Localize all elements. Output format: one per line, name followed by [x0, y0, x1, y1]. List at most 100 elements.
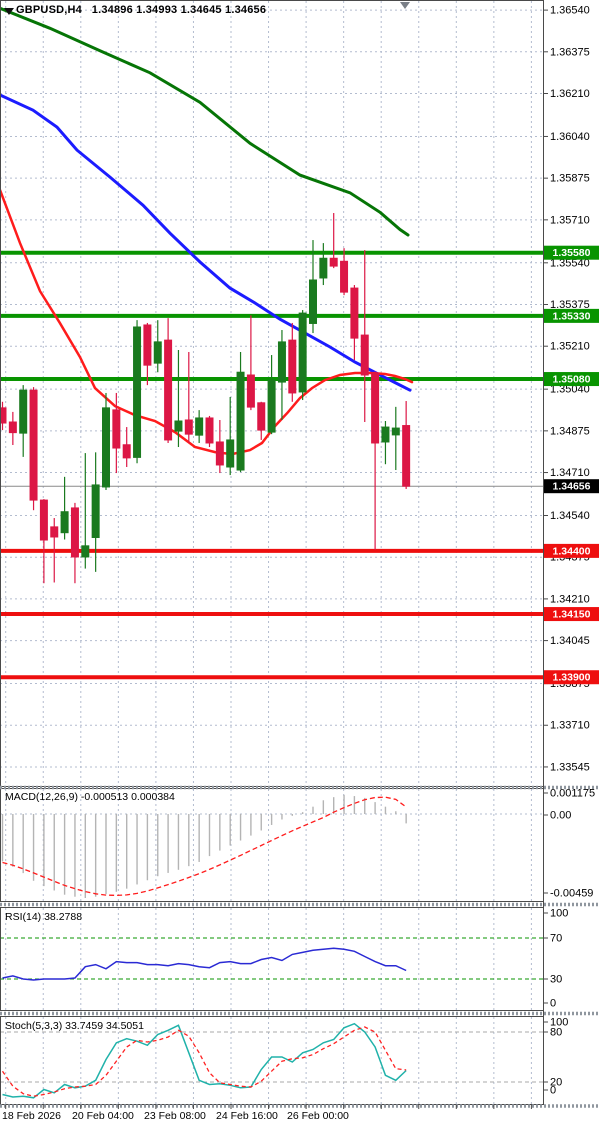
price-axis-label: 1.35710: [550, 214, 590, 226]
indicator-axis-label: -0.00459: [550, 888, 593, 900]
price-axis-label: 1.36540: [550, 5, 590, 17]
candle-body[interactable]: [184, 419, 193, 435]
indicator-axis-label: 100: [550, 908, 568, 920]
candle-body[interactable]: [143, 324, 152, 366]
candle-body[interactable]: [19, 389, 28, 434]
price-badge-label: 1.35580: [553, 247, 591, 259]
macd-signal-line[interactable]: [2, 796, 407, 897]
indicator-axis-label: 30: [550, 974, 562, 986]
candle-body[interactable]: [70, 507, 79, 558]
price-badge: [544, 308, 599, 323]
candle-body[interactable]: [50, 526, 59, 538]
candle-body[interactable]: [236, 371, 245, 471]
rsi-line[interactable]: [2, 947, 407, 981]
candle-body[interactable]: [112, 409, 121, 449]
candle-body[interactable]: [340, 260, 349, 293]
price-badge: [544, 670, 599, 685]
candle-body[interactable]: [309, 279, 317, 324]
price-axis-label: 1.35040: [550, 384, 590, 396]
candle-body[interactable]: [39, 499, 48, 541]
price-axis-label: 1.36375: [550, 46, 590, 58]
candle-body[interactable]: [29, 389, 38, 501]
candle-body[interactable]: [288, 339, 297, 394]
indicator-axis-label: 80: [550, 1027, 562, 1039]
candle-body[interactable]: [319, 257, 328, 279]
candle-body[interactable]: [215, 441, 224, 466]
candle-body[interactable]: [153, 341, 162, 364]
price-badge-label: 1.35330: [553, 310, 591, 322]
indicator-axis-label: 100: [550, 1017, 568, 1029]
price-badge-label: 1.34150: [553, 609, 591, 621]
price-badge: [544, 543, 599, 558]
time-axis-label: 24 Feb 16:00: [216, 1110, 278, 1122]
price-badge: [544, 372, 599, 387]
price-badge: [544, 479, 599, 494]
macd-indicator-label: MACD(12,26,9) -0.000513 0.000384: [5, 791, 175, 803]
price-axis-label: 1.36210: [550, 88, 590, 100]
price-axis-label: 1.33545: [550, 761, 590, 773]
candle-body[interactable]: [350, 287, 359, 339]
candle-body[interactable]: [122, 444, 131, 459]
price-badge-label: 1.33900: [553, 672, 591, 684]
candle-body[interactable]: [277, 341, 286, 383]
candle-body[interactable]: [195, 417, 204, 436]
candle-body[interactable]: [257, 402, 266, 431]
candle-body[interactable]: [381, 426, 390, 443]
price-axis-label: 1.36040: [550, 131, 590, 143]
indicator-axis-label: 70: [550, 933, 562, 945]
candle-body[interactable]: [133, 326, 142, 458]
indicator-axis-label: 0.001175: [550, 788, 595, 800]
last-bar-marker-icon: [400, 2, 410, 9]
price-axis-label: 1.34210: [550, 593, 590, 605]
rsi-indicator-label: RSI(14) 38.2788: [5, 911, 83, 923]
candle-body[interactable]: [164, 339, 173, 441]
chart-dropdown-triangle-icon[interactable]: [4, 8, 14, 15]
candle-body[interactable]: [298, 312, 307, 393]
symbol-ohlc-title: GBPUSD,H4 1.34896 1.34993 1.34645 1.3465…: [16, 4, 267, 16]
candle-body[interactable]: [91, 484, 100, 538]
price-axis-label: 1.34540: [550, 510, 590, 522]
indicator-axis-label: 20: [550, 1077, 562, 1089]
indicator-axis-label: 0: [550, 998, 556, 1010]
candle-body[interactable]: [246, 374, 255, 408]
candle-body[interactable]: [205, 417, 214, 444]
candle-body[interactable]: [371, 372, 380, 444]
candle-body[interactable]: [8, 421, 17, 434]
candle-body[interactable]: [360, 334, 369, 376]
stoch-k-line[interactable]: [2, 1022, 407, 1099]
candle-body[interactable]: [391, 427, 400, 436]
price-badge-label: 1.34400: [553, 545, 591, 557]
panel-border: [0, 788, 544, 902]
price-badge-label: 1.35080: [553, 374, 591, 386]
price-axis-label: 1.35375: [550, 299, 590, 311]
candle-body[interactable]: [267, 379, 276, 433]
price-axis-label: 1.34875: [550, 425, 590, 437]
ma-slow-line[interactable]: [0, 6, 410, 237]
candle-body[interactable]: [81, 545, 90, 558]
price-badge: [544, 245, 599, 260]
candle-body[interactable]: [174, 420, 183, 432]
candle-body[interactable]: [60, 511, 69, 534]
ma-fast-line[interactable]: [0, 188, 414, 456]
price-axis-label: 1.35540: [550, 257, 590, 269]
time-axis-label: 26 Feb 00:00: [287, 1110, 349, 1122]
candle-body[interactable]: [0, 407, 7, 424]
time-axis-label: 20 Feb 04:00: [72, 1110, 134, 1122]
price-axis-label: 1.34045: [550, 635, 590, 647]
indicator-axis-label: 0: [550, 1085, 556, 1097]
candle-body[interactable]: [402, 425, 411, 487]
candle-body[interactable]: [329, 257, 338, 267]
candle-body[interactable]: [102, 407, 110, 488]
time-axis-label: 18 Feb 2026: [2, 1110, 61, 1122]
indicator-axis-label: 0.00: [550, 810, 571, 822]
stoch-d-line[interactable]: [1, 1026, 407, 1097]
price-badge-label: 1.34656: [553, 481, 591, 493]
candle-body[interactable]: [226, 439, 235, 468]
time-axis-label: 23 Feb 08:00: [144, 1110, 206, 1122]
price-badge: [544, 607, 599, 622]
price-axis-label: 1.34710: [550, 467, 590, 479]
price-axis-label: 1.33710: [550, 720, 590, 732]
stoch-indicator-label: Stoch(5,3,3) 33.7459 34.5051: [5, 1020, 144, 1032]
